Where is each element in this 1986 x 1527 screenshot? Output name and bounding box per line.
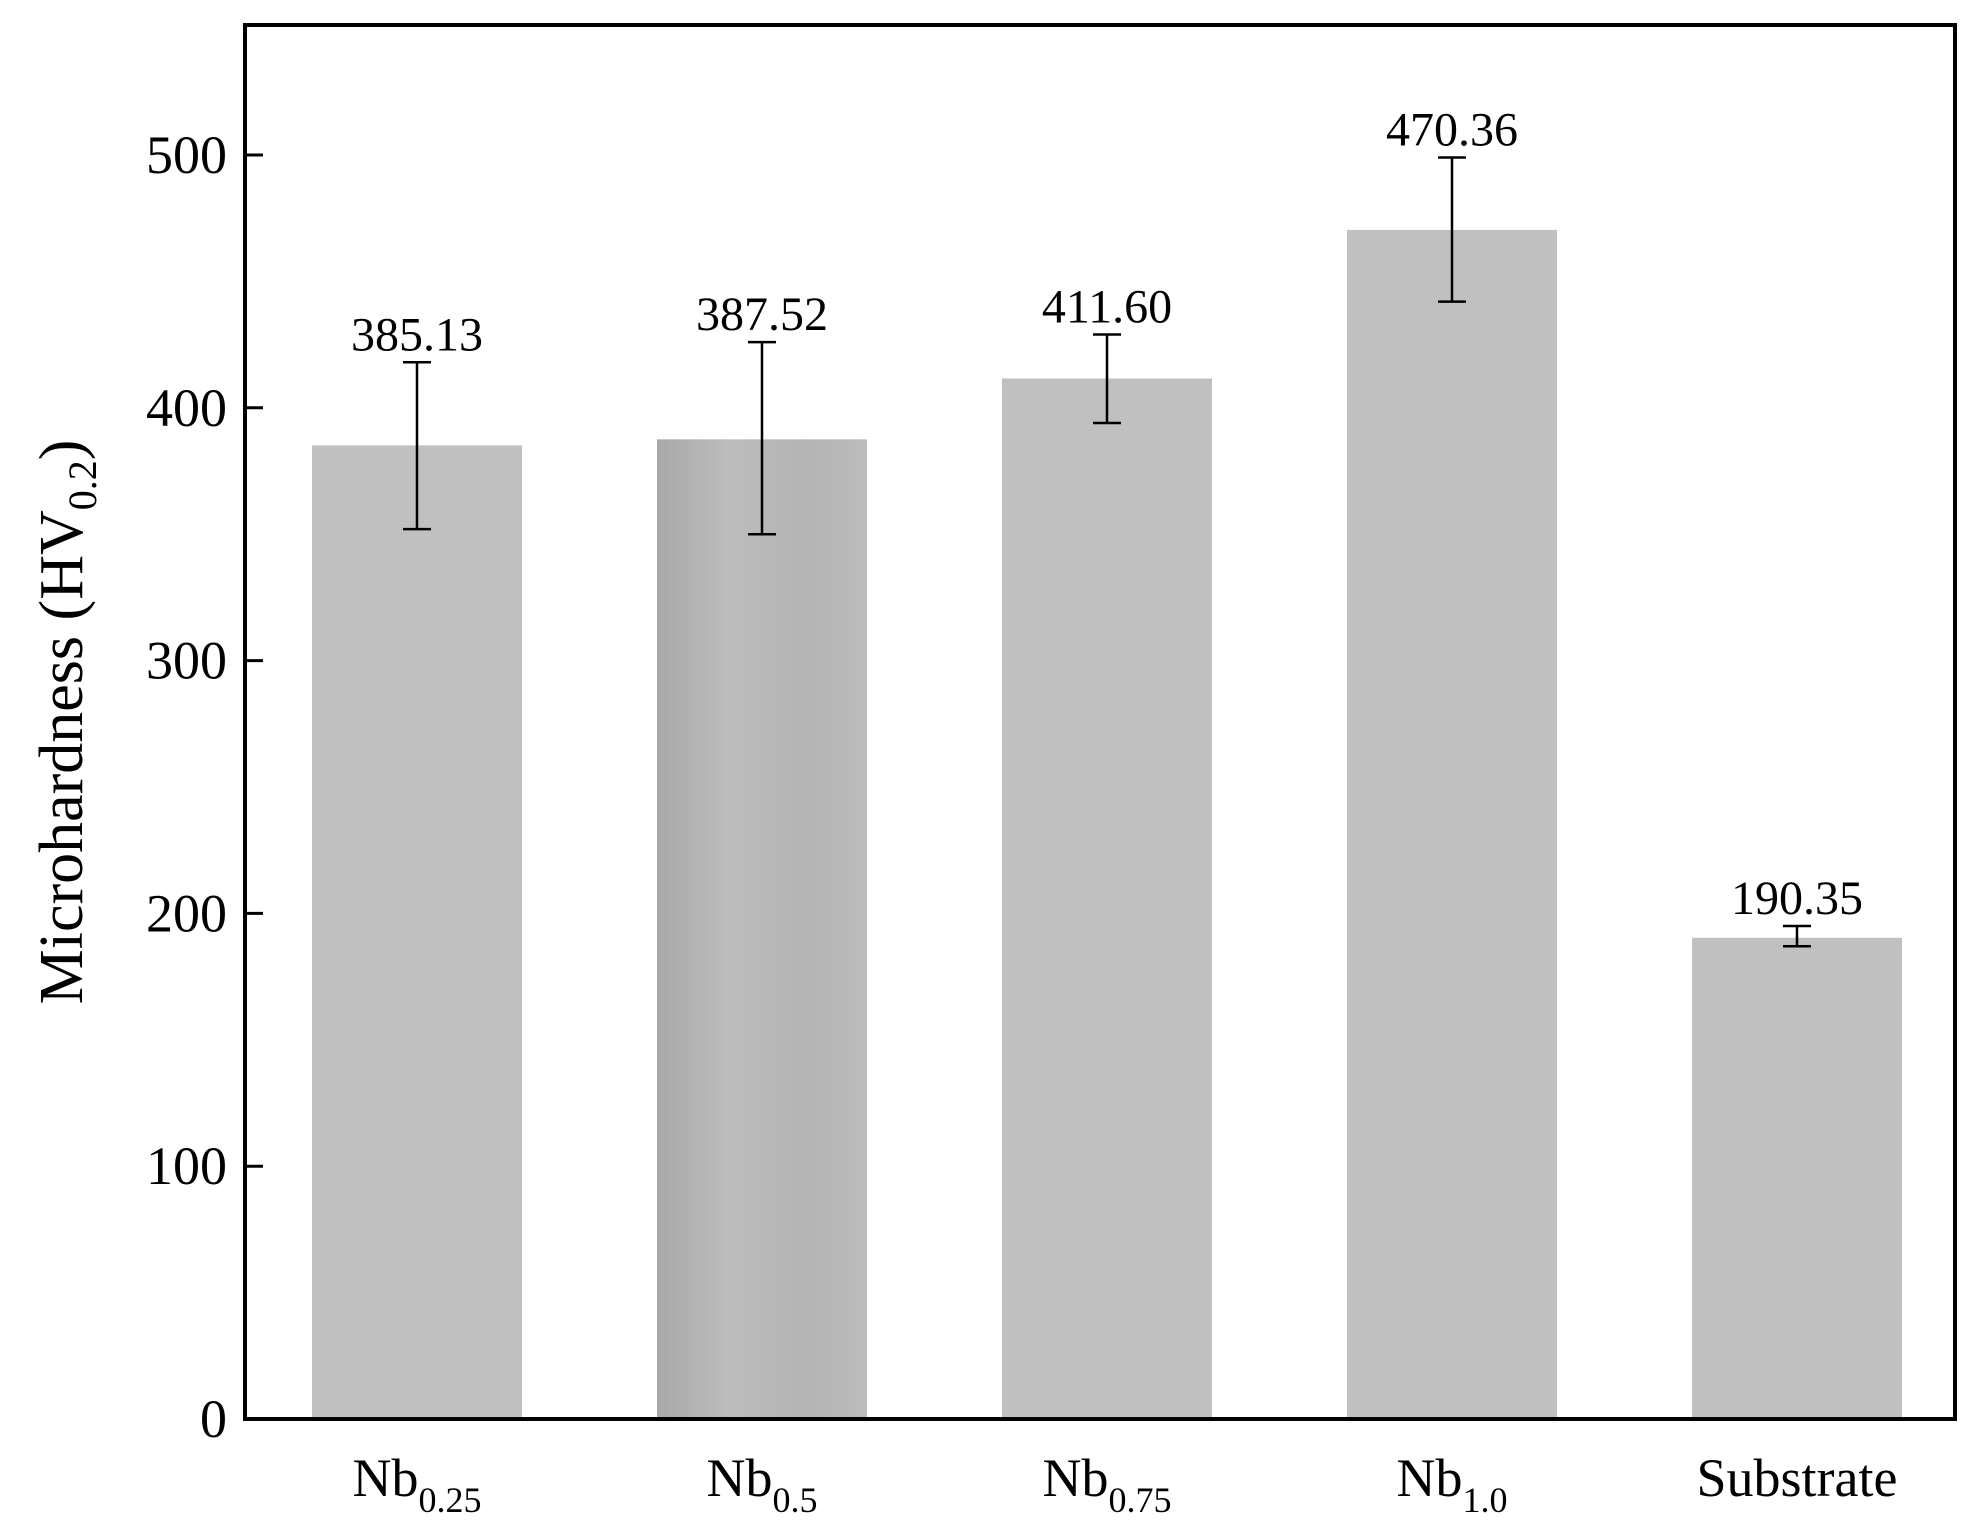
x-axis-labels: Nb0.25 Nb0.5 Nb0.75 Nb1.0 Substrate <box>353 1448 1898 1520</box>
y-axis-ticks: 0 100 200 300 400 500 <box>146 125 263 1449</box>
y-tick-label-500: 500 <box>146 125 227 185</box>
bar-3 <box>1347 229 1557 1419</box>
bars-layer <box>312 229 1902 1419</box>
data-label-0: 385.13 <box>351 308 483 361</box>
y-tick-label-100: 100 <box>146 1136 227 1196</box>
bar-4 <box>1692 937 1902 1419</box>
x-tick-label-3: Nb1.0 <box>1397 1448 1508 1520</box>
x-tick-label-0: Nb0.25 <box>353 1448 482 1520</box>
bar-2 <box>1002 378 1212 1419</box>
data-label-4: 190.35 <box>1731 872 1863 925</box>
data-label-2: 411.60 <box>1042 280 1172 333</box>
plot-frame <box>243 23 1957 1421</box>
x-tick-label-4: Substrate <box>1697 1448 1898 1508</box>
data-label-1: 387.52 <box>696 288 828 341</box>
y-tick-label-0: 0 <box>200 1389 227 1449</box>
x-tick-label-1: Nb0.5 <box>707 1448 818 1520</box>
data-labels-layer: 385.13 387.52 411.60 470.36 190.35 <box>351 104 1863 926</box>
data-label-3: 470.36 <box>1386 104 1518 157</box>
error-bars-layer <box>403 156 1811 948</box>
y-tick-label-200: 200 <box>146 883 227 943</box>
y-tick-label-300: 300 <box>146 631 227 691</box>
bar-1 <box>657 439 867 1419</box>
y-axis-title: Microhardness (HV0.2) <box>28 440 105 1005</box>
bar-0 <box>312 445 522 1419</box>
x-tick-label-2: Nb0.75 <box>1043 1448 1172 1520</box>
y-tick-label-400: 400 <box>146 378 227 438</box>
